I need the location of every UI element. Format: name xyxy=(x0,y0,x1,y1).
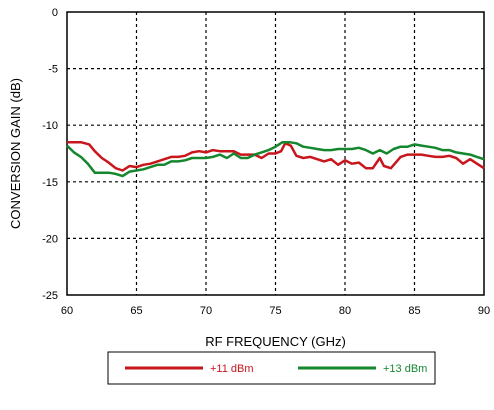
y-tick-label: 0 xyxy=(52,7,58,19)
series-line-1 xyxy=(66,140,485,178)
legend-label-11dbm: +11 dBm xyxy=(210,363,254,375)
y-tick-label: -20 xyxy=(42,233,58,245)
series-layer xyxy=(66,140,485,178)
x-tick-label: 80 xyxy=(339,305,351,317)
x-tick-label: 60 xyxy=(61,305,73,317)
x-tick-label: 85 xyxy=(408,305,420,317)
series-line-0 xyxy=(67,140,485,172)
legend-label-13dbm: +13 dBm xyxy=(383,363,427,375)
x-tick-labels: 60 65 70 75 80 85 90 xyxy=(61,305,490,317)
legend: +11 dBm +13 dBm xyxy=(107,351,436,385)
y-tick-label: -5 xyxy=(48,64,58,76)
y-tick-labels: 0 -5 -10 -15 -20 -25 xyxy=(42,7,58,302)
x-axis-label: RF FREQUENCY (GHz) xyxy=(205,334,346,349)
plot-frame xyxy=(66,11,485,296)
y-tick-label: -25 xyxy=(42,290,58,302)
y-tick-label: -10 xyxy=(42,120,58,132)
x-tick-label: 90 xyxy=(478,305,490,317)
grid xyxy=(67,12,484,295)
y-tick-label: -15 xyxy=(42,177,58,189)
y-axis-label: CONVERSION GAIN (dB) xyxy=(8,78,23,229)
x-tick-label: 70 xyxy=(200,305,212,317)
x-tick-label: 65 xyxy=(130,305,142,317)
x-tick-label: 75 xyxy=(269,305,281,317)
